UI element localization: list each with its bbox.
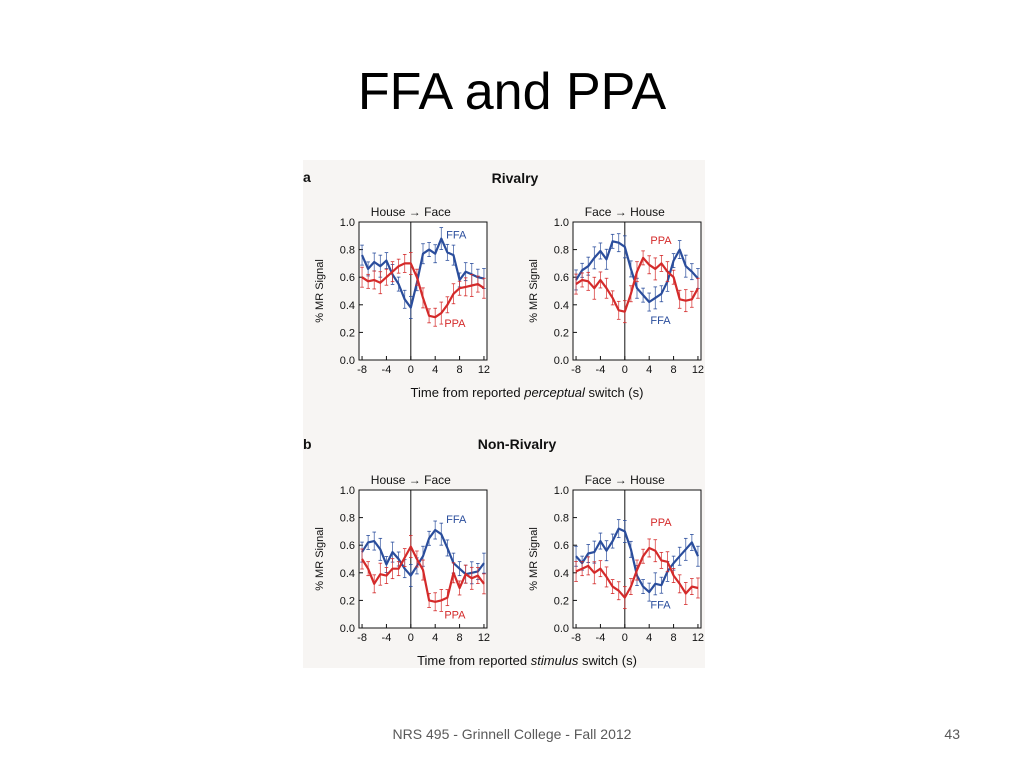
series-label-ppa: PPA [444, 609, 466, 621]
ytick-label-a-left: 1.0 [340, 217, 355, 229]
section-b-xlabel-emph: stimulus [531, 653, 579, 668]
xtick-label-a-right: -4 [596, 364, 606, 376]
ytick-label-b-left: 0.4 [340, 568, 355, 580]
xtick-label-b-right: 4 [646, 632, 652, 644]
chart-b-right: Face → House 0.0 0.2 0.4 0.6 0.8 1.0 -8 -4 0 4 8 12%… [528, 473, 704, 644]
xtick-label-a-right: 0 [622, 364, 628, 376]
xtick-label-b-right: 8 [671, 632, 677, 644]
section-a-letter: a [303, 169, 311, 185]
chart-b-left: House → Face 0.0 0.2 0.4 0.6 0.8 1.0 -8 -4 0 4 8 12%… [314, 473, 490, 644]
series-line-ppa [361, 545, 485, 603]
ytick-label-b-right: 0.2 [554, 595, 569, 607]
xtick-label-b-left: -4 [382, 632, 392, 644]
xtick-label-b-right: 12 [692, 632, 704, 644]
section-a-xlabel-prefix: Time from reported [411, 385, 525, 400]
ytick-label-b-right: 0.0 [554, 623, 569, 635]
series-line-ffa [361, 528, 485, 577]
section-b-title: Non-Rivalry [478, 436, 557, 452]
section-a-xlabel-suffix: switch (s) [585, 385, 644, 400]
xtick-label-b-right: -8 [571, 632, 581, 644]
xtick-label-b-left: 12 [478, 632, 490, 644]
xtick-label-a-left: -4 [382, 364, 392, 376]
ytick-label-b-left: 0.6 [340, 540, 355, 552]
series-line-ppa [361, 262, 485, 319]
series-line-ffa [575, 240, 699, 304]
ytick-label-a-left: 0.2 [340, 327, 355, 339]
section-b-letter: b [303, 436, 312, 452]
series-line-ffa [360, 237, 485, 309]
ytick-label-a-right: 0.4 [554, 300, 569, 312]
xtick-label-b-right: -4 [596, 632, 606, 644]
ytick-label-b-right: 1.0 [554, 485, 569, 497]
series-line-ppa [575, 546, 699, 599]
ytick-label-a-right: 0.2 [554, 327, 569, 339]
section-b-xlabel-suffix: switch (s) [578, 653, 637, 668]
ylabel-a-left: % MR Signal [314, 259, 326, 323]
xtick-label-a-left: 8 [457, 364, 463, 376]
ytick-label-a-right: 1.0 [554, 217, 569, 229]
section-b-xlabel: Time from reported stimulus switch (s) [417, 653, 637, 668]
plot-title-b-right: Face → House [585, 473, 665, 487]
series-label-ppa: PPA [650, 517, 672, 529]
xtick-label-a-right: 8 [671, 364, 677, 376]
slide-footer: NRS 495 - Grinnell College - Fall 2012 [392, 726, 632, 742]
ytick-label-b-left: 1.0 [340, 485, 355, 497]
plot-area-b-right [572, 489, 702, 629]
plot-title-a-left: House → Face [371, 205, 451, 219]
ytick-label-a-left: 0.4 [340, 300, 355, 312]
plots-group: House → Face 0.0 0.2 0.4 0.6 0.8 1.0 -8 -4 0 4 8 12%… [314, 205, 704, 644]
plot-title-b-left: House → Face [371, 473, 451, 487]
ytick-label-a-left: 0.6 [340, 272, 355, 284]
xtick-label-b-left: 0 [408, 632, 414, 644]
xtick-label-b-left: 4 [432, 632, 438, 644]
series-label-ffa: FFA [446, 514, 467, 526]
xtick-label-b-left: -8 [357, 632, 367, 644]
ylabel-b-left: % MR Signal [314, 527, 326, 591]
series-label-ppa: PPA [650, 235, 672, 247]
figure-svg: a Rivalry Time from reported perceptual … [303, 169, 704, 668]
xtick-label-b-right: 0 [622, 632, 628, 644]
xtick-label-a-right: -8 [571, 364, 581, 376]
ytick-label-b-left: 0.8 [340, 513, 355, 525]
ytick-label-b-right: 0.6 [554, 540, 569, 552]
slide-title: FFA and PPA [357, 63, 667, 121]
xtick-label-b-left: 8 [457, 632, 463, 644]
ylabel-a-right: % MR Signal [528, 259, 540, 323]
ytick-label-a-left: 0.0 [340, 355, 355, 367]
figure-panel: a Rivalry Time from reported perceptual … [303, 160, 705, 668]
ytick-label-b-right: 0.8 [554, 513, 569, 525]
section-a-title: Rivalry [492, 170, 539, 186]
section-a-xlabel-emph: perceptual [523, 385, 586, 400]
ytick-label-a-left: 0.8 [340, 245, 355, 257]
section-b-xlabel-prefix: Time from reported [417, 653, 531, 668]
ytick-label-a-right: 0.6 [554, 272, 569, 284]
xtick-label-a-left: 4 [432, 364, 438, 376]
ytick-label-b-left: 0.2 [340, 595, 355, 607]
series-line-ppa [575, 256, 699, 313]
xtick-label-a-left: 12 [478, 364, 490, 376]
ytick-label-a-right: 0.0 [554, 355, 569, 367]
xtick-label-a-left: -8 [357, 364, 367, 376]
series-label-ppa: PPA [444, 318, 466, 330]
chart-a-right: Face → House 0.0 0.2 0.4 0.6 0.8 1.0 -8 -4 0 4 8 12%… [528, 205, 704, 376]
section-a-xlabel: Time from reported perceptual switch (s) [411, 385, 644, 400]
ytick-label-a-right: 0.8 [554, 245, 569, 257]
ytick-label-b-right: 0.4 [554, 568, 569, 580]
xtick-label-a-right: 12 [692, 364, 704, 376]
series-label-ffa: FFA [446, 230, 467, 242]
xtick-label-a-left: 0 [408, 364, 414, 376]
ytick-label-b-left: 0.0 [340, 623, 355, 635]
xtick-label-a-right: 4 [646, 364, 652, 376]
page-number: 43 [944, 726, 960, 742]
series-label-ffa: FFA [650, 600, 671, 612]
series-label-ffa: FFA [650, 315, 671, 327]
chart-a-left: House → Face 0.0 0.2 0.4 0.6 0.8 1.0 -8 -4 0 4 8 12%… [314, 205, 490, 376]
plot-title-a-right: Face → House [585, 205, 665, 219]
ylabel-b-right: % MR Signal [528, 527, 540, 591]
